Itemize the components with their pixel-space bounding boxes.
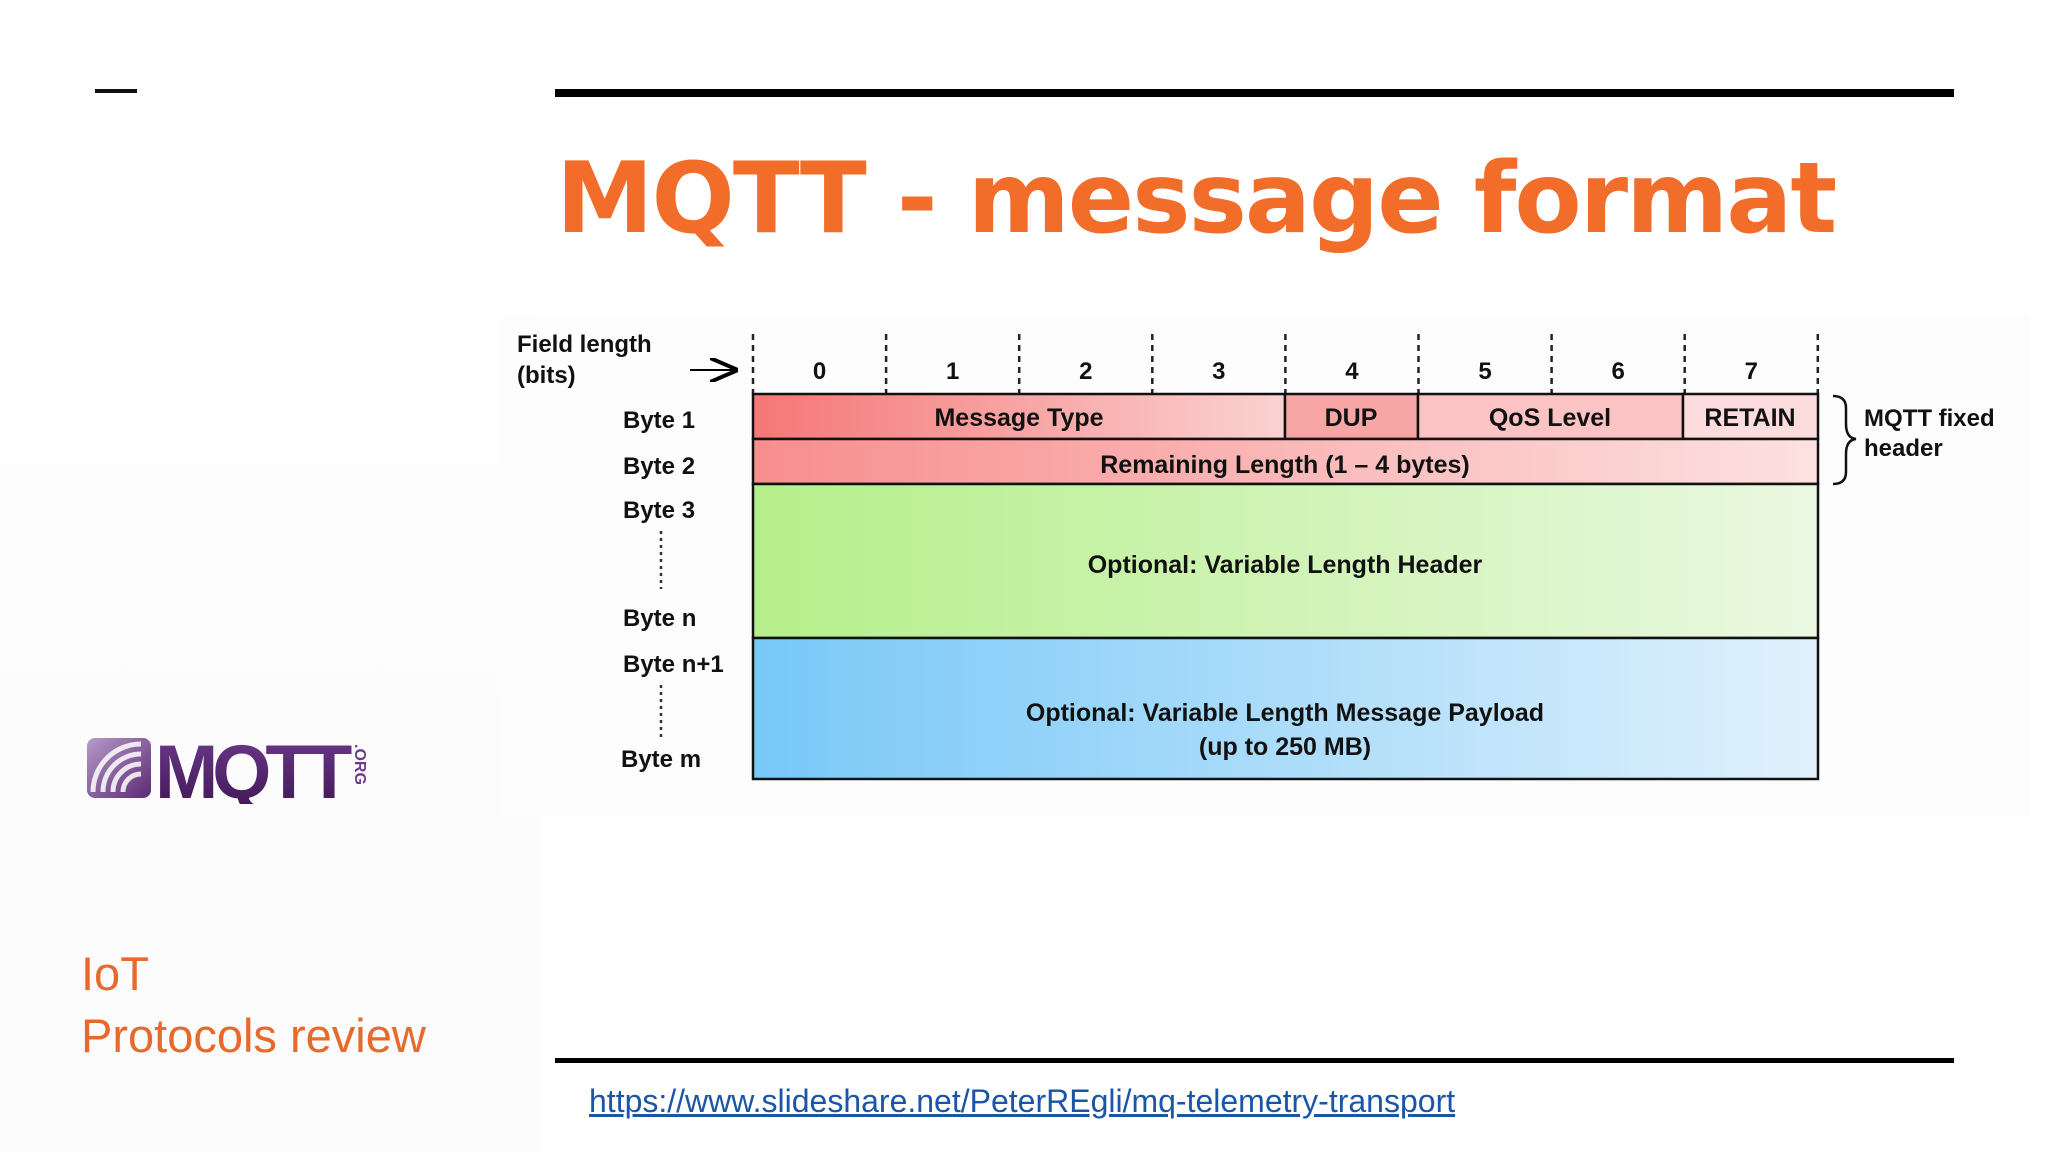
fixed-header-label-line2: header: [1864, 435, 1943, 462]
bit-number-0: 0: [813, 358, 826, 385]
variable-header-field: [751, 482, 1820, 640]
qos-level-label: QoS Level: [1489, 404, 1611, 432]
bit-number-row: 0 1 2 3 4 5 6 7: [813, 358, 1758, 385]
bit-number-1: 1: [946, 358, 959, 385]
bit-divider-lines: [751, 334, 1820, 394]
side-dash-decoration: [95, 89, 137, 93]
bit-number-7: 7: [1745, 358, 1758, 385]
fixed-header-label-line1: MQTT fixed: [1864, 405, 1995, 432]
byte-n-plus-1-label: Byte n+1: [623, 651, 724, 678]
dup-label: DUP: [1325, 404, 1378, 432]
bottom-rule: [555, 1058, 1954, 1063]
side-panel: [0, 0, 540, 1152]
variable-header-label: Optional: Variable Length Header: [1088, 551, 1483, 579]
byte-m-label: Byte m: [621, 746, 701, 773]
mqtt-logo: MQTT .ORG: [85, 730, 375, 815]
logo-text: MQTT: [155, 732, 352, 804]
message-type-label: Message Type: [934, 404, 1103, 432]
retain-field: [1681, 392, 1820, 441]
bit-number-4: 4: [1345, 358, 1359, 385]
bit-number-2: 2: [1079, 358, 1092, 385]
payload-label: Optional: Variable Length Message Payloa…: [1026, 699, 1544, 727]
qos-level-field: [1416, 392, 1685, 441]
payload-field: [751, 636, 1820, 781]
field-length-unit-label: (bits): [517, 362, 576, 389]
slide-title: MQTT - message format: [556, 142, 1837, 256]
diagram-svg: Field length (bits) 0 1 2 3 4 5 6 7 Byte 1 Byte…: [517, 331, 1995, 781]
remaining-length-label: Remaining Length (1 – 4 bytes): [1100, 451, 1470, 479]
retain-label: RETAIN: [1704, 404, 1795, 432]
footer-line-iot: IoT: [81, 947, 149, 1000]
byte-1-label: Byte 1: [623, 407, 695, 434]
top-rule: [555, 89, 1954, 97]
byte-3-label: Byte 3: [623, 497, 695, 524]
mqtt-logo-graphic: MQTT .ORG: [87, 730, 368, 815]
field-length-label: Field length: [517, 331, 652, 358]
mqtt-message-format-diagram: Field length (bits) 0 1 2 3 4 5 6 7 Byte 1 Byte…: [500, 316, 2030, 816]
bit-number-3: 3: [1212, 358, 1225, 385]
bit-number-6: 6: [1611, 358, 1624, 385]
logo-suffix: .ORG: [351, 744, 368, 785]
source-link[interactable]: https://www.slideshare.net/PeterREgli/mq…: [589, 1083, 1456, 1119]
byte-2-label: Byte 2: [623, 453, 695, 480]
fixed-header-brace: [1832, 394, 1857, 486]
footer-line-protocols: Protocols review: [81, 1009, 426, 1062]
bit-number-5: 5: [1478, 358, 1491, 385]
payload-size-label: (up to 250 MB): [1199, 733, 1371, 761]
byte-n-label: Byte n: [623, 605, 696, 632]
message-type-field: [751, 392, 1287, 441]
footer-text: IoT Protocols review: [81, 943, 426, 1067]
dup-field: [1283, 392, 1420, 441]
